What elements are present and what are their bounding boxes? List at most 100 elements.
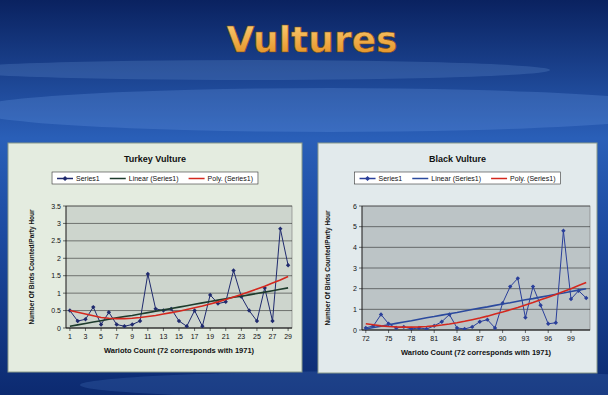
legend-label: Series1 [379, 175, 403, 182]
x-tick [116, 328, 117, 331]
series-line [366, 282, 586, 327]
series-marker [455, 326, 459, 330]
background [0, 0, 608, 395]
series-marker [130, 322, 134, 326]
series-marker [146, 272, 150, 276]
series-marker [200, 324, 204, 328]
series-marker [478, 320, 482, 324]
y-tick [63, 206, 66, 207]
x-tick [411, 330, 412, 333]
plot-area [66, 206, 292, 328]
series-group [364, 229, 589, 330]
series-marker [83, 317, 87, 321]
x-tick [85, 328, 86, 331]
chart-title: Black Vulture [429, 154, 486, 164]
y-tick-label: 6 [353, 203, 357, 210]
y-tick [359, 288, 362, 289]
y-tick-label: 1.5 [51, 272, 61, 279]
y-tick [63, 293, 66, 294]
grid-line [362, 206, 590, 207]
legend-marker [63, 176, 68, 181]
y-tick-label: 5 [353, 223, 357, 230]
x-tick-label: 99 [567, 335, 575, 342]
x-tick [457, 330, 458, 333]
legend-swatch [491, 178, 507, 180]
x-tick-label: 13 [160, 333, 168, 340]
series-marker [470, 325, 474, 329]
x-tick-label: 7 [115, 333, 119, 340]
background-streak [80, 371, 608, 395]
series-marker [255, 319, 259, 323]
chart: Black VultureSeries1Linear (Series1)Poly… [318, 143, 597, 373]
series-marker [493, 326, 497, 330]
y-axis-label: Number Of Birds Counted/Party Hour [28, 209, 36, 325]
series-marker [75, 319, 79, 323]
x-tick-label: 87 [476, 335, 484, 342]
legend-marker [365, 176, 370, 181]
legend-label: Poly. (Series1) [208, 175, 253, 183]
x-tick [241, 328, 242, 331]
series-marker [114, 322, 118, 326]
y-tick-label: 0 [353, 327, 357, 334]
x-tick [388, 330, 389, 333]
x-axis-label: Warioto Count (72 corresponds with 1971) [401, 348, 552, 357]
x-tick [210, 328, 211, 331]
chart-panel [8, 143, 302, 372]
slide-title: Vultures [227, 19, 398, 60]
x-tick-label: 15 [175, 333, 183, 340]
grid-line [66, 275, 292, 276]
series-marker [286, 263, 290, 267]
chart-title: Turkey Vulture [124, 154, 186, 164]
x-tick-label: 96 [544, 335, 552, 342]
y-tick-label: 1 [57, 290, 61, 297]
background-streak [0, 88, 608, 132]
series-line [70, 288, 288, 326]
legend-swatch [110, 178, 126, 180]
x-tick [365, 330, 366, 333]
x-tick [479, 330, 480, 333]
series-marker [379, 312, 383, 316]
series-marker [546, 322, 550, 326]
series-marker [208, 293, 212, 297]
y-tick [359, 330, 362, 331]
series-line [366, 231, 586, 329]
grid-line [362, 247, 590, 248]
grid-line [66, 206, 292, 207]
y-tick [63, 258, 66, 259]
series-marker [247, 308, 251, 312]
series-marker [177, 319, 181, 323]
y-tick-label: 0.5 [51, 307, 61, 314]
y-tick-label: 3 [57, 220, 61, 227]
legend-label: Linear (Series1) [431, 175, 481, 183]
series-marker [138, 319, 142, 323]
x-tick-label: 17 [191, 333, 199, 340]
y-tick-label: 2 [57, 255, 61, 262]
plot-area [362, 206, 590, 330]
x-axis-label: Warioto Count (72 corresponds with 1971) [104, 346, 255, 355]
x-tick-label: 81 [430, 335, 438, 342]
series-marker [561, 229, 565, 233]
series-group [68, 226, 291, 328]
x-tick-label: 78 [408, 335, 416, 342]
y-tick [63, 310, 66, 311]
x-tick-label: 93 [522, 335, 530, 342]
x-tick [69, 328, 70, 331]
x-tick-label: 23 [237, 333, 245, 340]
x-tick [163, 328, 164, 331]
x-tick-label: 5 [99, 333, 103, 340]
legend-item: Linear (Series1) [412, 175, 481, 183]
x-tick-label: 90 [499, 335, 507, 342]
legend-box [355, 172, 561, 184]
series-marker [440, 320, 444, 324]
series-marker [99, 322, 103, 326]
x-tick [502, 330, 503, 333]
chart: Turkey Vulture Series1Linear (Series1)Pol… [8, 143, 302, 372]
legend: Series1Linear (Series1)Poly. (Series1) [52, 172, 258, 184]
x-tick-label: 29 [284, 333, 292, 340]
y-tick-label: 3.5 [51, 203, 61, 210]
y-tick [63, 328, 66, 329]
x-tick-label: 25 [253, 333, 261, 340]
y-tick [63, 223, 66, 224]
x-tick [272, 328, 273, 331]
x-tick [434, 330, 435, 333]
